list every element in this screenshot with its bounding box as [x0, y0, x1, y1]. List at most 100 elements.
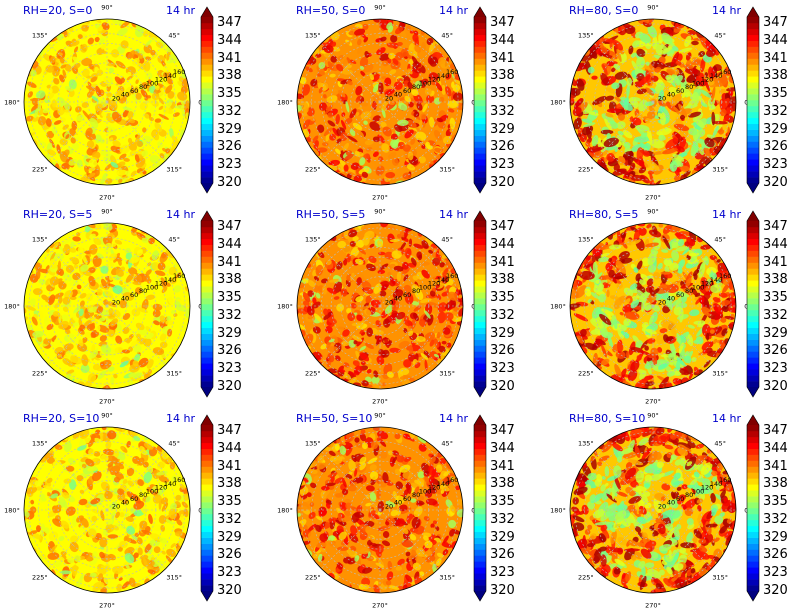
- colorbar-segment: [474, 351, 486, 358]
- angular-gridline: [652, 305, 712, 365]
- angular-gridline: [379, 101, 439, 161]
- angle-tick-label: 225°: [578, 370, 594, 378]
- colorbar-tick-label: 338: [763, 476, 788, 492]
- radial-gridline: [360, 286, 400, 326]
- colorbar-tick-label: 326: [217, 139, 242, 155]
- colorbar-segment: [201, 141, 213, 148]
- radial-tick-label: 120: [155, 76, 167, 84]
- angle-tick-label: 315°: [439, 370, 455, 378]
- angular-gridline: [594, 305, 654, 365]
- field-texture: [24, 427, 190, 593]
- angular-gridline: [379, 247, 439, 307]
- colorbar-segment: [201, 327, 213, 334]
- colorbar-segment: [747, 70, 759, 77]
- colorbar-tick-label: 332: [763, 307, 788, 323]
- colorbar-tick-label: 323: [490, 565, 515, 581]
- angle-tick-label: 225°: [32, 370, 48, 378]
- radial-tick-label: 80: [685, 83, 693, 91]
- colorbar-segment: [201, 232, 213, 240]
- colorbar-segment: [201, 531, 213, 538]
- colorbar-segment: [747, 256, 759, 263]
- colorbar-segment: [201, 82, 213, 89]
- colorbar-segment: [474, 244, 486, 251]
- angular-gridline: [48, 305, 108, 365]
- colorbar-segment: [747, 286, 759, 293]
- colorbar-tick-label: 332: [763, 103, 788, 119]
- colorbar-tick-label: 326: [490, 547, 515, 563]
- colorbar-frame: [473, 414, 487, 602]
- colorbar-segment: [474, 315, 486, 323]
- colorbar-segment: [474, 327, 486, 334]
- radial-tick-label: 60: [403, 87, 411, 95]
- colorbar-segment: [747, 351, 759, 358]
- angular-gridline: [106, 509, 166, 569]
- colorbar-tick-label: 341: [763, 254, 788, 270]
- colorbar-tick-label: 326: [763, 343, 788, 359]
- colorbar-segment: [474, 425, 486, 432]
- colorbar-segment: [201, 268, 213, 275]
- polar-outline: [296, 18, 464, 186]
- colorbar-segment: [201, 484, 213, 491]
- colorbar-segment: [201, 274, 213, 281]
- colorbar-segment: [747, 280, 759, 287]
- colorbar-tick-label: 326: [763, 547, 788, 563]
- colorbar-tick-label: 320: [217, 175, 242, 190]
- colorbar-tick-label: 329: [490, 121, 515, 137]
- colorbar-segment: [474, 177, 486, 184]
- angular-gridline: [594, 43, 654, 103]
- colorbar-segment: [747, 64, 759, 71]
- angle-tick-label: 225°: [578, 574, 594, 582]
- angle-tick-label: 45°: [168, 235, 180, 243]
- radial-gridline: [360, 490, 400, 530]
- colorbar-segment: [747, 58, 759, 65]
- colorbar-tick-label: 344: [763, 32, 788, 48]
- polar-plot: 204060801001201401600°45°90°135°180°225°…: [277, 208, 479, 406]
- colorbar-extend-min: [474, 183, 486, 193]
- colorbar-segment: [201, 363, 213, 370]
- polar-plot: 204060801001201401600°45°90°135°180°225°…: [550, 412, 752, 610]
- angle-tick-label: 135°: [32, 235, 48, 243]
- angle-tick-label: 270°: [645, 398, 661, 406]
- angular-gridline: [321, 43, 381, 103]
- angular-gridline: [321, 247, 381, 307]
- angular-gridline: [48, 509, 108, 569]
- angle-tick-label: 180°: [4, 303, 20, 311]
- angular-gridline: [321, 305, 381, 365]
- colorbar-segment: [747, 513, 759, 521]
- colorbar-tick-label: 344: [490, 32, 515, 48]
- radial-gridline: [321, 451, 439, 569]
- radial-tick-label: 60: [403, 291, 411, 299]
- colorbar-tick-label: 332: [217, 511, 242, 527]
- colorbar-segment: [747, 304, 759, 311]
- colorbar-segment: [474, 502, 486, 509]
- colorbar-segment: [201, 369, 213, 376]
- radial-tick-label: 20: [658, 94, 666, 102]
- radial-tick-label: 120: [155, 484, 167, 492]
- colorbar-tick-label: 344: [217, 32, 242, 48]
- radial-gridline: [28, 23, 186, 181]
- colorbar-segment: [201, 375, 213, 382]
- colorbar-segment: [474, 537, 486, 544]
- radial-gridline: [340, 470, 420, 550]
- colorbar-tick-label: 341: [490, 254, 515, 270]
- angle-tick-label: 90°: [374, 412, 386, 420]
- colorbar-segment: [474, 298, 486, 305]
- colorbar-tick-label: 338: [763, 68, 788, 84]
- colorbar-tick-label: 332: [490, 103, 515, 119]
- colorbar-segment: [474, 549, 486, 556]
- colorbar-segment: [474, 135, 486, 142]
- angle-tick-label: 135°: [32, 439, 48, 447]
- polar-plot: 204060801001201401600°45°90°135°180°225°…: [550, 208, 752, 406]
- colorbar-segment: [201, 58, 213, 65]
- colorbar-tick-label: 338: [217, 476, 242, 492]
- radial-tick-label: 140: [437, 480, 449, 488]
- angular-gridline: [652, 451, 712, 511]
- colorbar-extend-max: [474, 211, 486, 221]
- colorbar-segment: [201, 129, 213, 136]
- radial-gridline: [28, 227, 186, 385]
- colorbar-segment: [474, 129, 486, 136]
- angle-tick-label: 225°: [305, 370, 321, 378]
- colorbar-extend-min: [474, 387, 486, 397]
- panel-2: RH=80, S=014 hr204060801001201401600°45°…: [546, 0, 793, 204]
